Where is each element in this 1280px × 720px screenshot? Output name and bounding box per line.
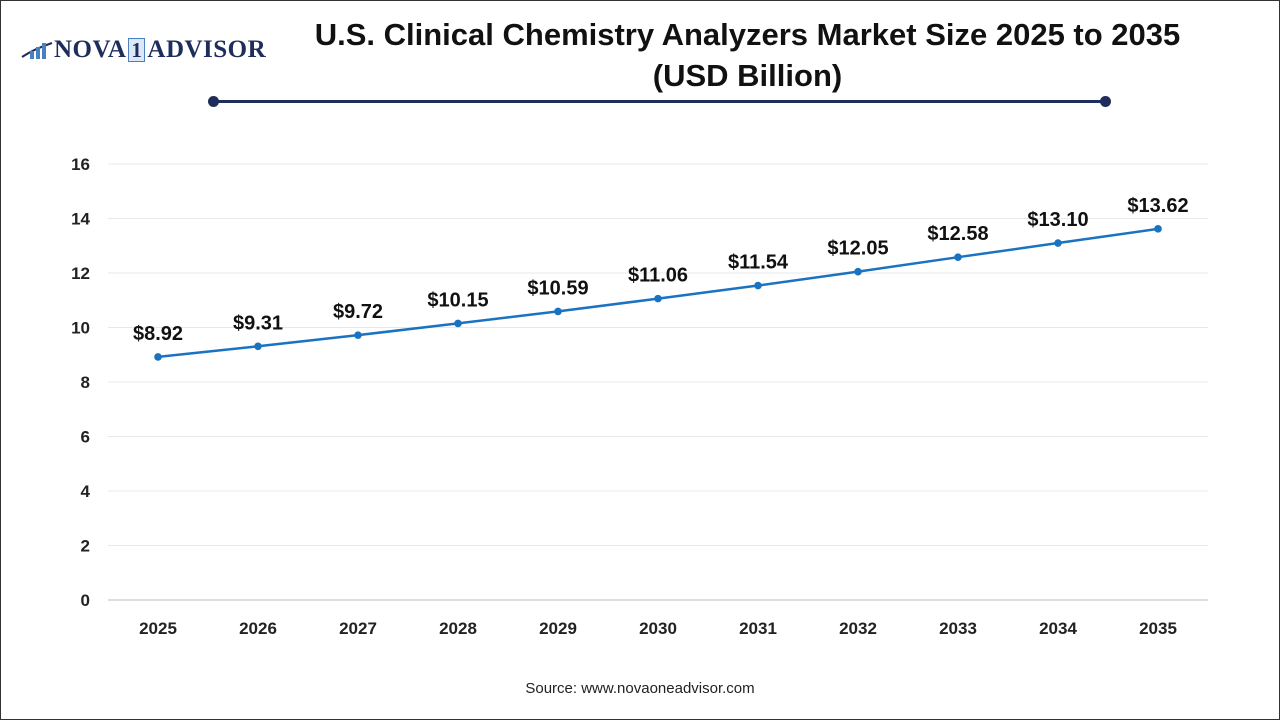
data-label: $9.72: [333, 301, 383, 323]
bar-chart-logo-icon: [21, 42, 53, 59]
x-tick-label: 2027: [339, 619, 377, 638]
source-note: Source: www.novaoneadvisor.com: [525, 680, 755, 697]
x-tick-label: 2030: [639, 619, 677, 638]
data-label: $13.62: [1127, 195, 1188, 217]
y-tick-label: 12: [71, 264, 90, 283]
title-line-2: (USD Billion): [652, 58, 843, 93]
data-label: $10.59: [527, 277, 588, 299]
divider-endpoint: [1100, 96, 1111, 107]
y-tick-label: 0: [81, 591, 90, 610]
x-tick-label: 2026: [239, 619, 277, 638]
x-tick-label: 2028: [439, 619, 477, 638]
x-tick-label: 2031: [739, 619, 777, 638]
data-point: [454, 319, 462, 328]
data-label: $9.31: [233, 312, 283, 334]
y-tick-label: 14: [71, 210, 90, 229]
x-tick-label: 2035: [1139, 619, 1177, 638]
data-label: $11.54: [728, 252, 789, 274]
data-point: [654, 294, 662, 303]
data-label: $12.05: [827, 238, 888, 260]
logo-text: ADVISOR: [147, 36, 267, 63]
data-label: $10.15: [427, 289, 488, 311]
data-point: [954, 253, 962, 261]
logo: NOVA 1 ADVISOR: [20, 36, 266, 64]
data-point: [754, 281, 762, 290]
logo-text: NOVA: [54, 36, 127, 63]
data-point: [254, 342, 262, 351]
title-line-1: U.S. Clinical Chemistry Analyzers Market…: [314, 17, 1181, 52]
y-tick-label: 8: [81, 373, 90, 392]
divider-endpoint: [208, 96, 219, 107]
y-tick-label: 10: [71, 319, 90, 338]
data-label: $11.06: [628, 265, 688, 287]
data-label: $13.10: [1027, 209, 1088, 231]
chart-title: U.S. Clinical Chemistry Analyzers Market…: [280, 14, 1215, 96]
x-tick-label: 2034: [1039, 619, 1077, 638]
data-label: $12.58: [927, 223, 988, 245]
x-tick-label: 2033: [939, 619, 977, 638]
data-point: [554, 307, 562, 316]
y-tick-label: 16: [71, 155, 90, 174]
x-tick-label: 2029: [539, 619, 577, 638]
data-point: [1154, 225, 1162, 233]
data-label: $8.92: [133, 323, 183, 345]
x-tick-label: 2025: [139, 619, 177, 638]
data-point: [854, 267, 862, 276]
y-tick-label: 4: [81, 482, 91, 501]
y-tick-label: 6: [81, 428, 90, 447]
y-tick-label: 2: [81, 537, 90, 556]
data-point: [1054, 239, 1062, 247]
data-point: [154, 353, 162, 361]
data-point: [354, 331, 362, 339]
series-line: [157, 227, 1159, 359]
x-tick-label: 2032: [839, 619, 877, 638]
logo-number: 1: [128, 38, 146, 62]
title-divider: [213, 100, 1106, 103]
